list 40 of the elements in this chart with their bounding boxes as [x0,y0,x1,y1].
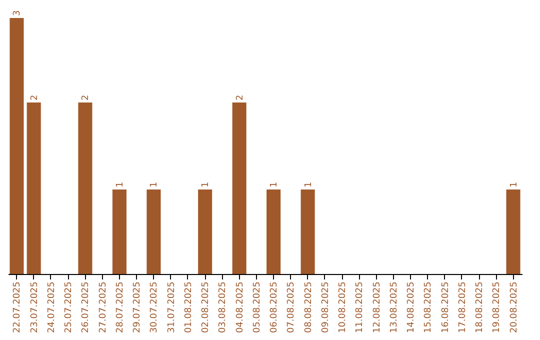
x-tick-label: 11.08.2025 [355,282,366,334]
x-tick-label: 02.08.2025 [201,282,212,334]
x-tick-label: 07.08.2025 [286,282,297,334]
text: 1 [150,182,160,188]
x-tick-label: 03.08.2025 [218,282,228,334]
x-tick-label: 14.08.2025 [406,282,417,334]
x-tick-label: 24.07.2025 [46,282,57,334]
x-tick-label: 05.08.2025 [252,282,262,334]
text: 1 [115,182,126,188]
text: 1 [304,182,314,188]
x-tick-label: 20.08.2025 [509,282,520,334]
text: 2 [235,94,246,100]
x-tick-label: 15.08.2025 [424,282,434,334]
x-tick-label: 16.08.2025 [440,282,451,334]
x-tick-label: 27.07.2025 [98,282,108,334]
x-tick-label: 01.08.2025 [184,282,194,334]
x-tick-label: 06.08.2025 [270,282,280,334]
x-tick-label: 18.08.2025 [475,282,486,334]
x-tick-label: 13.08.2025 [389,282,400,334]
x-tick-label: 19.08.2025 [492,282,502,334]
text: 1 [270,182,280,188]
x-tick-label: 10.08.2025 [338,282,348,334]
x-tick-label: 04.08.2025 [235,282,246,334]
text: 3 [12,10,23,16]
x-tick-label: 22.07.2025 [12,282,23,334]
x-tick-label: 09.08.2025 [320,282,331,334]
text: 2 [30,94,40,100]
x-tick-label: 26.07.2025 [81,282,92,334]
x-tick-label: 28.07.2025 [115,282,126,334]
x-tick-label: 25.07.2025 [64,282,74,334]
x-tick-label: 31.07.2025 [166,282,177,334]
x-tick-label: 23.07.2025 [30,282,40,334]
x-tick-label: 12.08.2025 [372,282,382,334]
text: 1 [509,182,520,188]
x-tick-label: 29.07.2025 [132,282,143,334]
text: 1 [201,182,212,188]
x-tick-label: 17.08.2025 [458,282,468,334]
x-tick-label: 08.08.2025 [304,282,314,334]
text: 2 [81,94,92,100]
x-tick-label: 30.07.2025 [150,282,160,334]
